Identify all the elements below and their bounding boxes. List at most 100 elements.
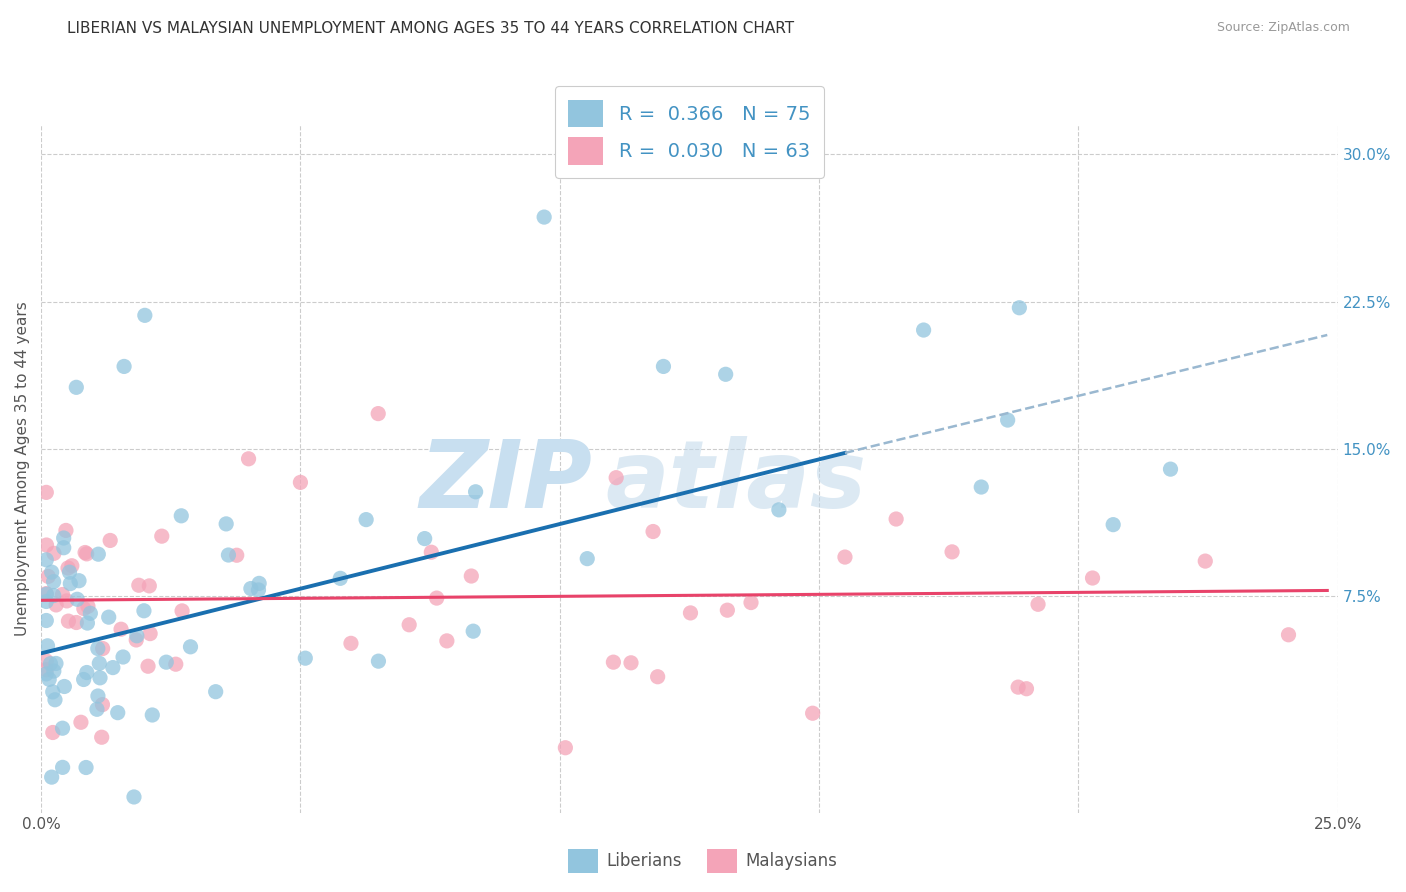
Point: [554, 740, 576, 755]
Legend: R =  0.366   N = 75, R =  0.030   N = 63: R = 0.366 N = 75, R = 0.030 N = 63: [555, 87, 824, 178]
Point: [37, 569, 59, 583]
Point: [1007, 680, 1029, 694]
Point: [463, 624, 485, 639]
Point: [91, 698, 114, 712]
Point: [340, 636, 363, 650]
Point: [52, 760, 75, 774]
Point: [329, 571, 352, 585]
Point: [52, 541, 75, 555]
Point: [35, 485, 58, 500]
Point: [72, 673, 94, 687]
Point: [79, 607, 101, 621]
Point: [533, 210, 555, 224]
Point: [66, 592, 89, 607]
Point: [41, 565, 63, 579]
Point: [122, 789, 145, 804]
Point: [912, 323, 935, 337]
Point: [45, 598, 67, 612]
Point: [39, 657, 62, 671]
Point: [53, 680, 76, 694]
Point: [132, 604, 155, 618]
Point: [42, 685, 65, 699]
Point: [76, 615, 98, 630]
Point: [460, 569, 482, 583]
Point: [42, 546, 65, 560]
Point: [65, 380, 87, 394]
Text: atlas: atlas: [605, 436, 866, 528]
Point: [354, 513, 377, 527]
Text: ZIP: ZIP: [419, 436, 592, 528]
Point: [1026, 597, 1049, 611]
Point: [170, 604, 193, 618]
Point: [125, 632, 148, 647]
Point: [35, 538, 58, 552]
Point: [51, 587, 73, 601]
Point: [51, 721, 73, 735]
Point: [110, 622, 132, 636]
Point: [620, 656, 643, 670]
Point: [76, 665, 98, 680]
Point: [1159, 462, 1181, 476]
Point: [87, 547, 110, 561]
Point: [997, 413, 1019, 427]
Point: [44, 692, 66, 706]
Point: [35, 587, 58, 601]
Point: [215, 516, 238, 531]
Point: [107, 706, 129, 720]
Point: [834, 550, 856, 565]
Point: [1015, 681, 1038, 696]
Point: [652, 359, 675, 374]
Point: [67, 574, 90, 588]
Point: [679, 606, 702, 620]
Y-axis label: Unemployment Among Ages 35 to 44 years: Unemployment Among Ages 35 to 44 years: [15, 301, 30, 636]
Point: [91, 641, 114, 656]
Point: [37, 639, 59, 653]
Point: [367, 654, 389, 668]
Point: [801, 706, 824, 721]
Point: [239, 582, 262, 596]
Point: [35, 666, 58, 681]
Point: [48, 858, 70, 872]
Point: [35, 654, 58, 668]
Point: [112, 359, 135, 374]
Point: [35, 614, 58, 628]
Point: [247, 582, 270, 597]
Point: [60, 558, 83, 573]
Point: [1194, 554, 1216, 568]
Point: [87, 689, 110, 703]
Point: [45, 657, 67, 671]
Point: [35, 594, 58, 608]
Point: [413, 532, 436, 546]
Point: [768, 503, 790, 517]
Point: [941, 545, 963, 559]
Point: [35, 663, 58, 677]
Point: [70, 715, 93, 730]
Point: [576, 551, 599, 566]
Point: [139, 626, 162, 640]
Point: [884, 512, 907, 526]
Point: [86, 702, 108, 716]
Point: [42, 725, 65, 739]
Point: [217, 548, 239, 562]
Point: [740, 596, 762, 610]
Point: [55, 594, 77, 608]
Point: [90, 730, 112, 744]
Point: [75, 760, 97, 774]
Point: [602, 655, 624, 669]
Point: [38, 673, 60, 687]
Point: [605, 471, 627, 485]
Point: [294, 651, 316, 665]
Point: [76, 547, 98, 561]
Point: [112, 650, 135, 665]
Point: [42, 664, 65, 678]
Point: [238, 451, 260, 466]
Point: [55, 524, 77, 538]
Point: [75, 545, 97, 559]
Point: [641, 524, 664, 539]
Point: [73, 601, 96, 615]
Point: [42, 589, 65, 603]
Point: [125, 629, 148, 643]
Point: [225, 548, 247, 562]
Point: [138, 579, 160, 593]
Point: [716, 603, 738, 617]
